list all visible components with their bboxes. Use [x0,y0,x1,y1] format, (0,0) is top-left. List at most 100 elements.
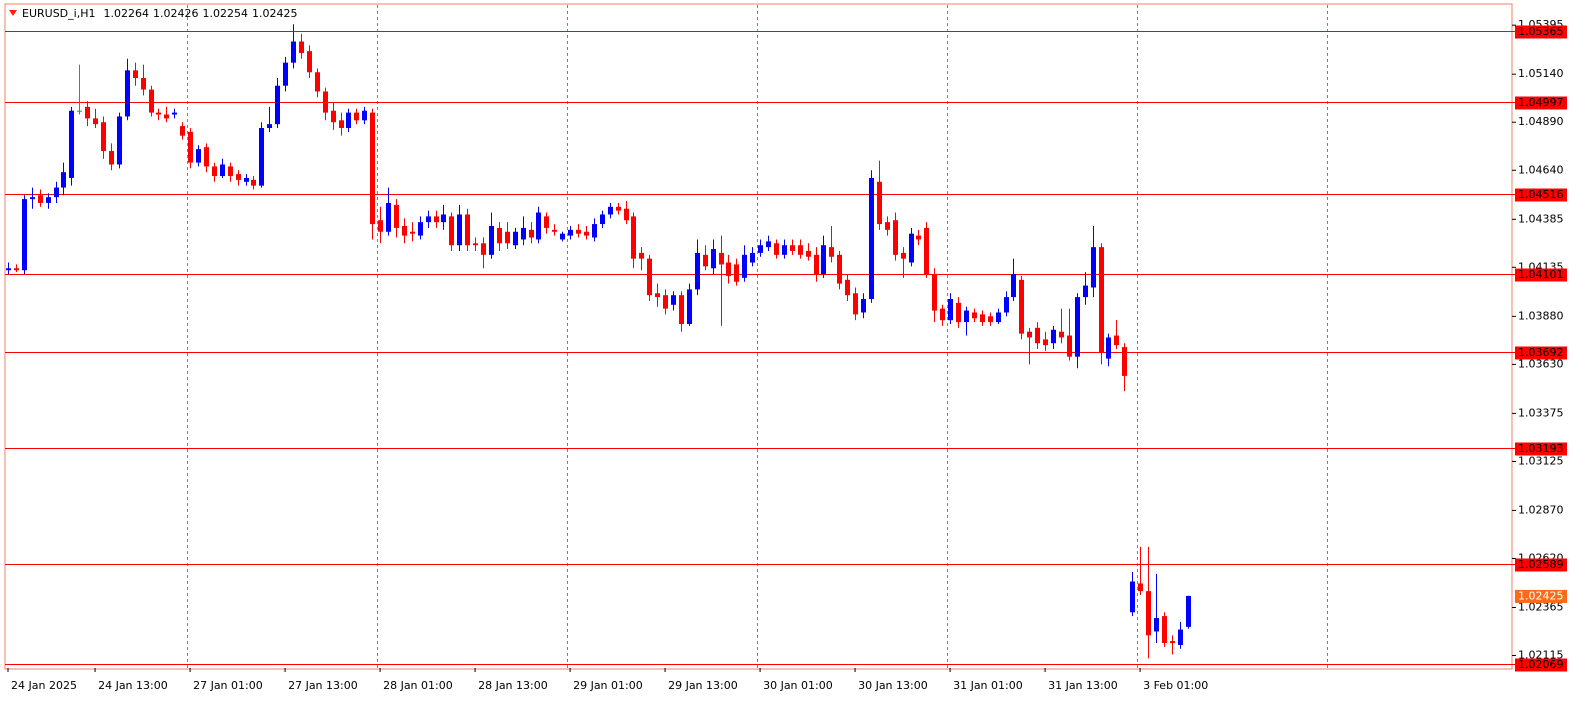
candle-body [806,250,811,257]
candle-body [1122,347,1127,376]
x-tick-label: 27 Jan 13:00 [288,679,358,692]
header-value: 1.02264 [103,7,149,20]
day-separators [187,5,1328,668]
candle-body [695,252,700,290]
candle-body [513,231,518,246]
candle-body [188,131,193,163]
level-label: 1.02069 [1518,658,1564,671]
candle-body [220,164,225,177]
candle-body [1067,335,1072,357]
candle-body [149,89,154,113]
header-value: 1.02425 [252,7,298,20]
price-label-bg [1515,589,1567,603]
candle-body [536,212,541,240]
candle-body [251,179,256,186]
candle-body [489,226,494,255]
candle-body [821,245,826,275]
candle-body [940,308,945,321]
y-tick-label: 1.04385 [1518,212,1564,225]
candle-body [988,316,993,323]
candle-body [1059,331,1064,338]
candle-body [323,91,328,113]
header-value: EURUSD_i,H1 [22,7,95,20]
candle-body [54,187,59,198]
candle-body [85,106,90,119]
candle-body [141,78,146,90]
candle-body [378,220,383,232]
x-tick-label: 24 Jan 13:00 [98,679,168,692]
candle-body [679,295,684,325]
candle-body [1019,279,1024,334]
candle-body [1075,297,1080,357]
candle-body [38,195,43,203]
candle-body [1162,616,1167,644]
level-label: 1.03692 [1518,346,1564,359]
candle-body [1051,329,1056,344]
candle-body [750,252,755,263]
candle-body [410,231,415,234]
candle-body [299,41,304,54]
candle-body [1027,331,1032,338]
level-label-bg [1515,658,1567,672]
header: EURUSD_i,H1 1.02264 1.02426 1.02254 1.02425 [22,7,297,20]
candle-body [758,245,763,253]
candle-body [845,279,850,296]
candle-body [948,299,953,321]
y-tick-label: 1.03125 [1518,454,1564,467]
plot-frame [4,3,1513,670]
candle-body [560,233,565,240]
x-tick-label: 30 Jan 13:00 [858,679,928,692]
level-label: 1.03193 [1518,442,1564,455]
candle-body [1114,335,1119,346]
candle-body [552,229,557,232]
candle-body [869,177,874,300]
candle-body [61,172,66,188]
candle-body [901,252,906,259]
candle-body [46,197,51,203]
candle-body [719,252,724,265]
x-tick-label: 31 Jan 01:00 [953,679,1023,692]
level-label: 1.04101 [1518,268,1564,281]
candle-body [893,220,898,255]
candle-body [1043,339,1048,346]
candle-body [331,110,336,123]
candle-body [402,226,407,236]
candle-body [909,233,914,263]
candle-body [14,268,19,271]
candle-body [69,110,74,178]
candle-body [568,229,573,236]
y-tick-label: 1.05140 [1518,67,1564,80]
candle-body [505,231,510,244]
candle-body [109,151,114,165]
header-arrow [9,10,17,16]
candle-body [877,181,882,225]
header-value: 1.02254 [202,7,248,20]
level-label-bg [1515,442,1567,456]
candle-body [346,112,351,128]
candle-body [386,202,391,232]
candle-body [180,126,185,136]
candle-body [236,174,241,180]
candle-body [354,112,359,121]
candle-body [980,314,985,323]
candle-body [465,214,470,246]
candle-body [1138,583,1143,592]
candle-body [497,227,502,244]
candle-body [117,116,122,165]
candle-body [996,312,1001,323]
level-label: 1.04516 [1518,188,1564,201]
x-tick-label: 24 Jan 2025 [11,679,77,692]
candle-body [362,110,367,121]
candle-body [1091,247,1096,288]
candle-body [244,177,249,182]
candle-body [631,216,636,259]
level-label-bg [1515,96,1567,110]
y-tick-label: 1.03375 [1518,406,1564,419]
candle-body [212,166,217,177]
candle-body [196,149,201,163]
candle-body [164,114,169,119]
candle-body [77,110,82,112]
candle-body [829,247,834,257]
candle-body [1004,297,1009,313]
